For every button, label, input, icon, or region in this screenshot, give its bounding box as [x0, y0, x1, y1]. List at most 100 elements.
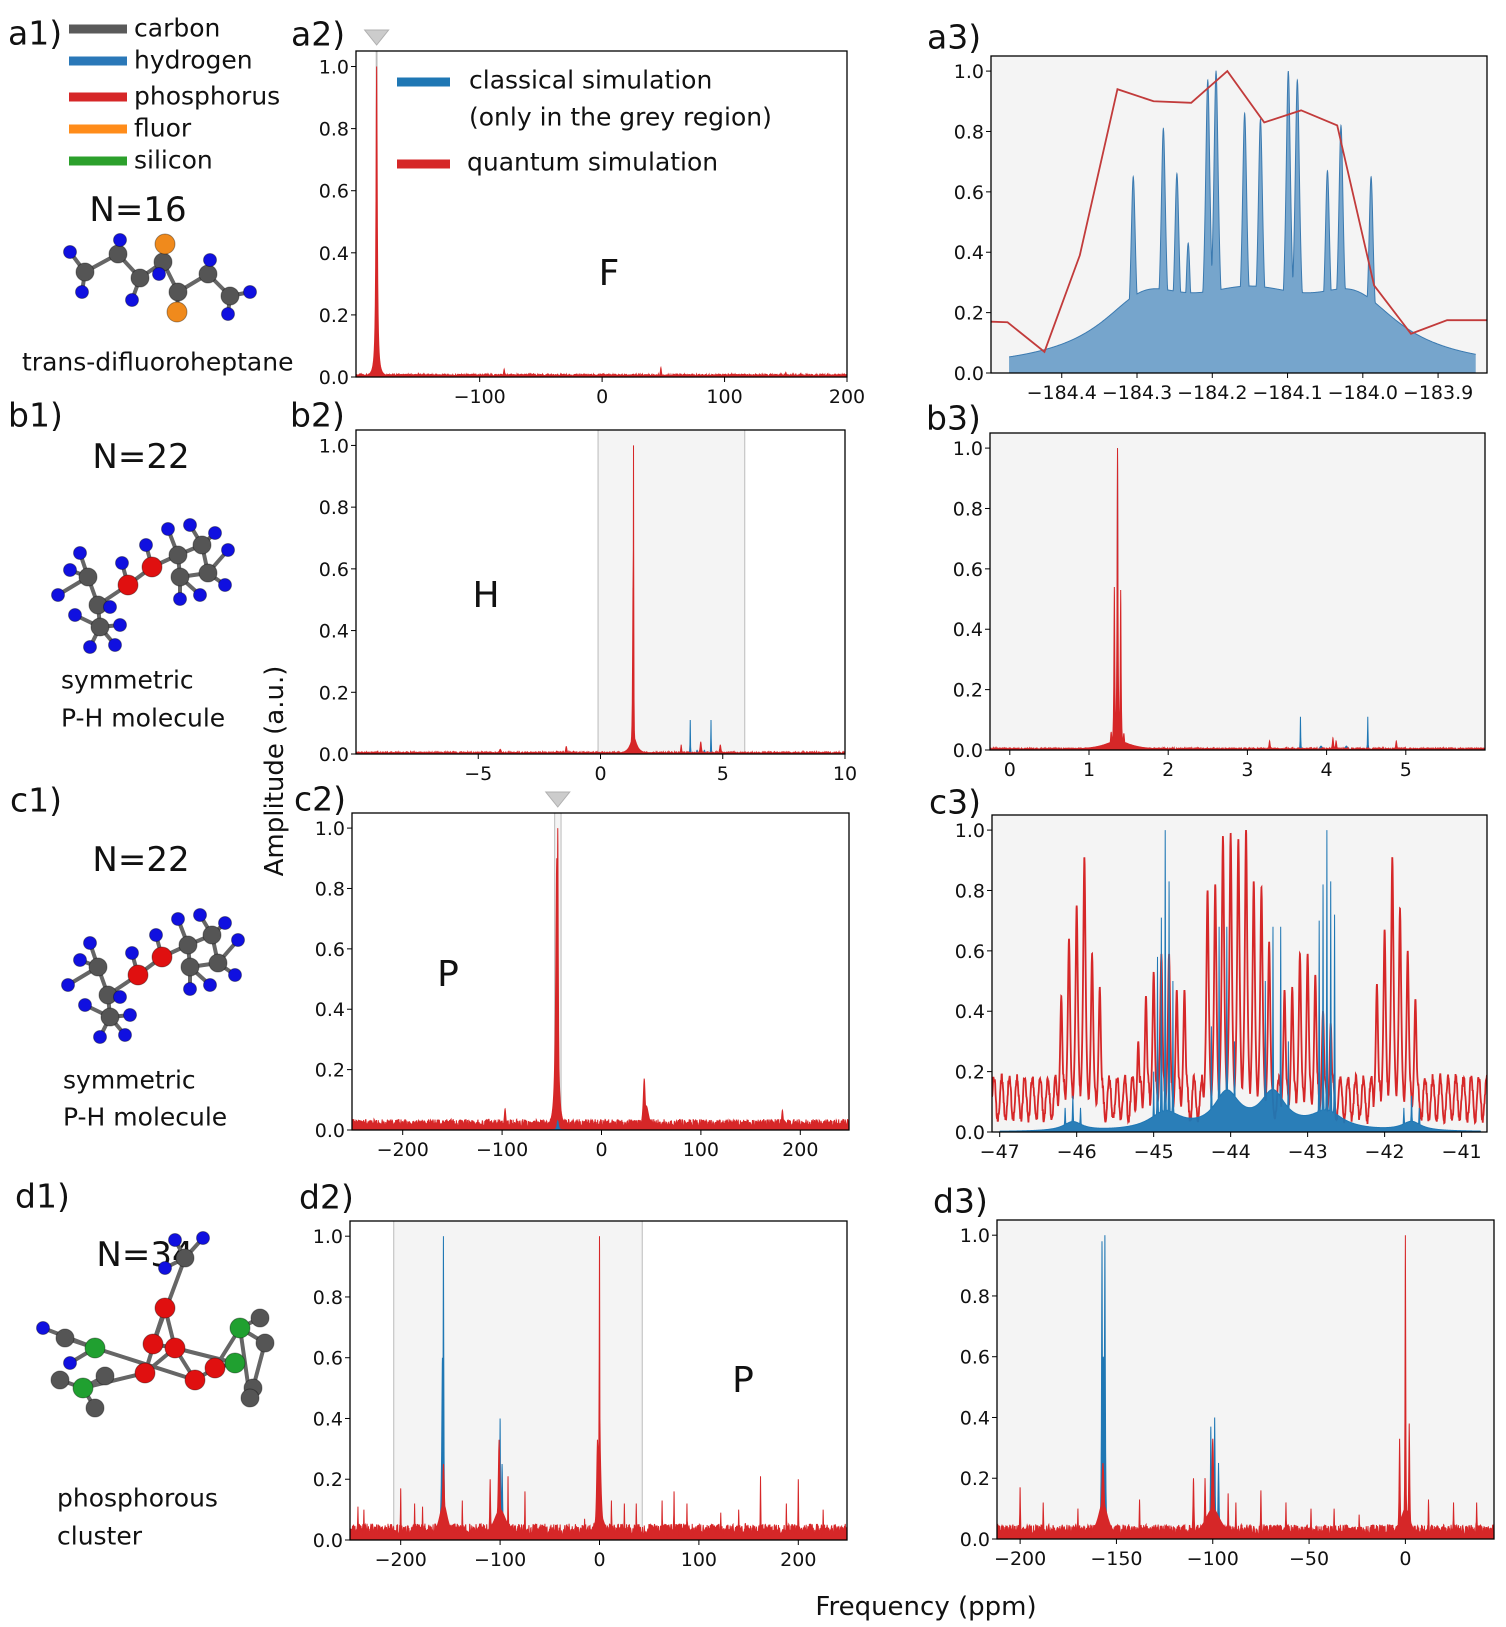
y-axis-title: Amplitude (a.u.)	[260, 665, 290, 877]
atom-hydrogen	[171, 912, 185, 926]
atom-carbon	[100, 1007, 120, 1027]
legend-swatch-fluor	[69, 124, 127, 134]
atom-fluor	[166, 301, 188, 323]
atom-hydrogen	[221, 307, 235, 321]
y-tick-label: 0.0	[319, 744, 349, 766]
x-tick-label: −184.4	[1027, 382, 1097, 404]
x-tick-label: −184.1	[1252, 382, 1322, 404]
atom-silicon	[84, 1337, 106, 1359]
atom-carbon	[78, 567, 98, 587]
plot-frame	[355, 50, 848, 378]
y-tick-label: 0.4	[319, 621, 349, 643]
legend-swatch-hydrogen	[69, 56, 127, 66]
atom-carbon	[192, 535, 212, 555]
panel-label-d3: d3)	[933, 1181, 988, 1221]
series-quantum-simulation-area	[350, 1236, 847, 1540]
atom-hydrogen	[203, 978, 217, 992]
x-tick-label: −100	[474, 1549, 526, 1571]
x-tick-label: −150	[1090, 1548, 1142, 1570]
legend-swatch-classical	[397, 77, 450, 87]
x-tick-label: −100	[1187, 1548, 1239, 1570]
atom-hydrogen	[161, 522, 175, 536]
x-tick-label: 0	[593, 1549, 605, 1571]
x-tick-label: 3	[1241, 759, 1253, 781]
atom-carbon	[170, 567, 190, 587]
y-tick-label: 1.0	[960, 1225, 990, 1247]
x-tick-label: 100	[681, 1549, 717, 1571]
y-tick-label: 0.6	[319, 181, 349, 203]
atom-carbon	[180, 957, 200, 977]
atom-hydrogen	[73, 953, 87, 967]
annotation-element-h: H	[472, 575, 500, 616]
atom-hydrogen	[36, 1321, 50, 1335]
y-tick-label: 0.6	[954, 182, 984, 204]
atom-hydrogen	[221, 543, 235, 557]
x-tick-label: −41	[1442, 1141, 1482, 1163]
y-tick-label: 0.0	[954, 363, 984, 385]
atom-hydrogen	[118, 1028, 132, 1042]
atom-count-b: N=22	[92, 437, 190, 477]
y-tick-label: 0.4	[319, 243, 349, 265]
y-tick-label: 0.2	[319, 305, 349, 327]
plot-background	[997, 1220, 1494, 1539]
atom-carbon	[75, 262, 95, 282]
legend-swatch-carbon	[69, 24, 127, 34]
y-tick-label: 0.0	[953, 740, 983, 762]
atom-hydrogen	[196, 1231, 210, 1245]
x-tick-label: 0	[1399, 1548, 1411, 1570]
atom-carbon	[50, 1370, 70, 1390]
x-tick-label: −46	[1057, 1141, 1097, 1163]
x-tick-label: 1	[1083, 759, 1095, 781]
x-tick-label: 200	[829, 386, 865, 408]
series-quantum-simulation-line	[992, 830, 1487, 1125]
y-tick-label: 0.2	[313, 1469, 343, 1491]
plot-background	[352, 813, 849, 1130]
panel-label-a3: a3)	[927, 17, 982, 57]
atom-hydrogen	[83, 640, 97, 654]
atom-carbon	[250, 1308, 270, 1328]
x-tick-label: 200	[780, 1549, 816, 1571]
atom-hydrogen	[125, 946, 139, 960]
x-tick-label: −184.2	[1177, 382, 1247, 404]
atom-phosphorus	[117, 574, 139, 596]
atom-fluor	[154, 233, 176, 255]
atom-phosphorus	[204, 1357, 226, 1379]
atom-hydrogen	[208, 526, 222, 540]
annotation-element-f: F	[598, 253, 620, 294]
y-tick-label: 0.4	[953, 619, 983, 641]
series-quantum-simulation-line	[350, 1236, 847, 1538]
x-tick-label: −42	[1365, 1141, 1405, 1163]
chart-b2-hydrogen-spectrum: −5 0 5 10 0.0 0.2 0.4 0.6 0.8 1.0	[319, 429, 857, 785]
atom-phosphorus	[164, 1337, 186, 1359]
legend-label-classical-note: (only in the grey region)	[469, 102, 772, 132]
atom-silicon	[229, 1317, 251, 1339]
y-tick-label: 0.8	[955, 880, 985, 902]
atom-hydrogen	[123, 1008, 137, 1022]
bond	[82, 1371, 146, 1390]
y-tick-label: 0.6	[960, 1347, 990, 1369]
y-tick-label: 0.8	[960, 1286, 990, 1308]
x-tick-label: 200	[782, 1139, 818, 1161]
chart-c2-phosphorus-spectrum: −200 −100 0 100 200 0.0 0.2 0.4 0.6 0.8 1.0	[315, 791, 850, 1161]
x-tick-label: −184.3	[1102, 382, 1172, 404]
zoom-region-marker-icon	[363, 29, 390, 46]
x-tick-label: −50	[1289, 1548, 1329, 1570]
panel-label-a1: a1)	[8, 13, 63, 53]
y-tick-label: 1.0	[313, 1226, 343, 1248]
atom-carbon	[55, 1328, 75, 1348]
atom-phosphorus	[151, 946, 173, 968]
atom-hydrogen	[93, 1030, 107, 1044]
panel-label-d1: d1)	[15, 1176, 70, 1216]
atom-hydrogen	[193, 588, 207, 602]
x-tick-label: −100	[476, 1139, 528, 1161]
x-tick-label: −45	[1134, 1141, 1174, 1163]
atom-hydrogen	[203, 253, 217, 267]
x-tick-label: −200	[375, 1549, 427, 1571]
panel-label-c3: c3)	[929, 782, 982, 822]
atom-hydrogen	[68, 608, 82, 622]
plot-frame	[351, 812, 850, 1131]
y-tick-label: 0.0	[955, 1122, 985, 1144]
series-quantum-simulation-line	[356, 66, 847, 377]
atom-hydrogen	[75, 285, 89, 299]
y-tick-label: 0.4	[955, 1001, 985, 1023]
